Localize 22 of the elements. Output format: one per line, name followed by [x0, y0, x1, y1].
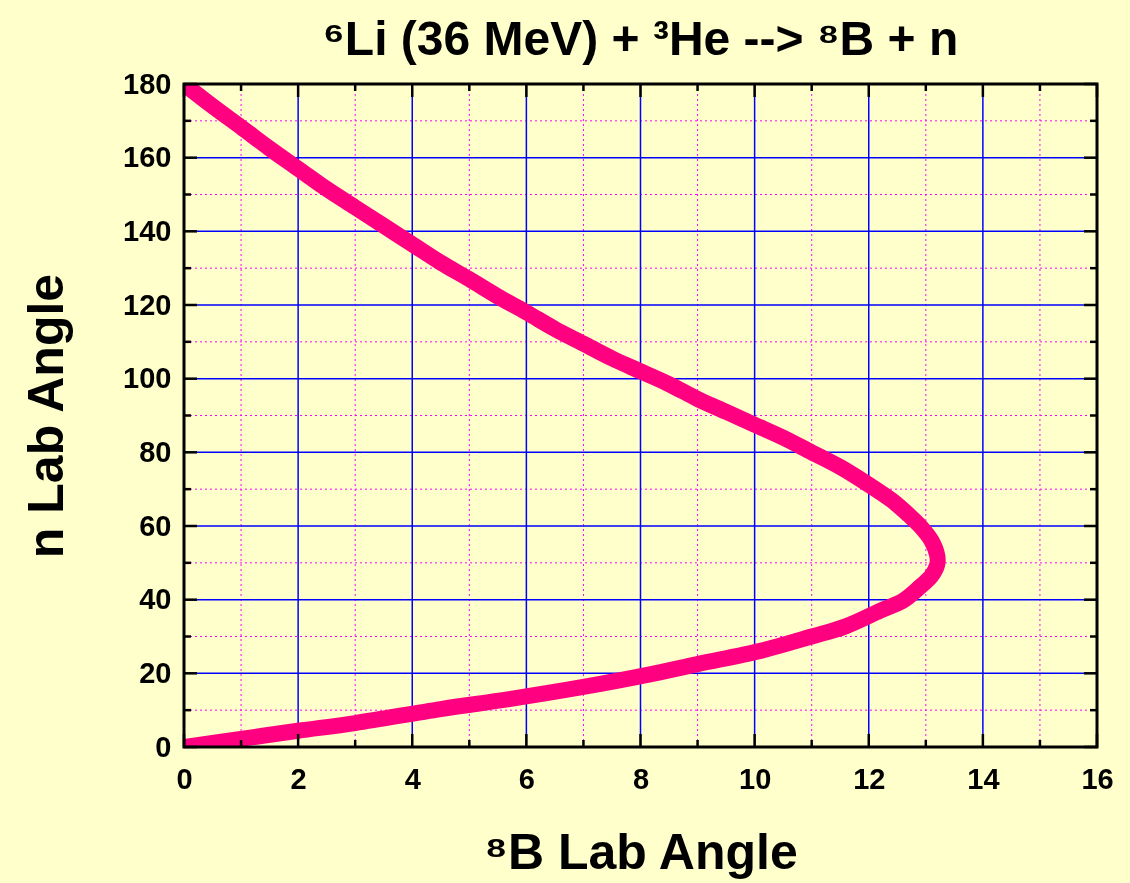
y-tick-label: 160 — [123, 141, 172, 174]
y-tick-label: 180 — [123, 67, 172, 100]
y-tick-label: 40 — [139, 583, 172, 616]
y-tick-label: 20 — [139, 656, 172, 689]
y-tick-label: 80 — [139, 435, 172, 468]
y-tick-label: 100 — [123, 362, 172, 395]
x-tick-label: 8 — [632, 762, 650, 795]
y-tick-label: 0 — [155, 730, 172, 763]
y-axis-title: n Lab Angle — [18, 273, 75, 559]
x-tick-label: 10 — [738, 762, 772, 795]
x-tick-label: 2 — [290, 762, 307, 795]
y-tick-label: 120 — [123, 288, 172, 321]
x-tick-label: 14 — [967, 762, 1000, 795]
x-axis-title: ⁸B Lab Angle — [484, 823, 798, 880]
y-tick-label: 140 — [123, 214, 172, 247]
x-tick-label: 12 — [853, 762, 886, 795]
x-tick-label: 0 — [176, 762, 193, 795]
chart-title: ⁶Li (36 MeV) + ³He --> ⁸B + n — [322, 12, 959, 65]
y-tick-label: 60 — [139, 509, 172, 542]
x-tick-label: 16 — [1081, 762, 1114, 795]
x-tick-label: 4 — [404, 762, 421, 795]
x-tick-label: 6 — [518, 762, 535, 795]
